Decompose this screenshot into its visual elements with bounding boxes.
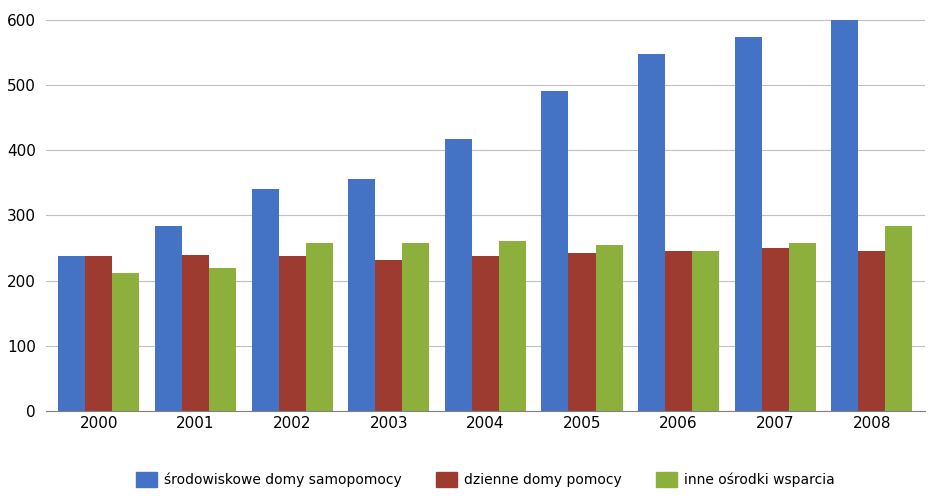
Bar	[499, 241, 526, 411]
Bar	[182, 255, 209, 411]
Bar	[788, 243, 816, 411]
Legend: środowiskowe domy samopomocy, dzienne domy pomocy, inne ośrodki wsparcia: środowiskowe domy samopomocy, dzienne do…	[130, 467, 841, 492]
Bar	[209, 268, 236, 411]
Bar	[252, 189, 279, 411]
Bar	[86, 257, 113, 411]
Bar	[306, 243, 333, 411]
Bar	[569, 253, 596, 411]
Bar	[665, 251, 692, 411]
Bar	[113, 274, 140, 411]
Bar	[734, 37, 761, 411]
Bar	[541, 91, 569, 411]
Bar	[403, 243, 430, 411]
Bar	[596, 245, 623, 411]
Bar	[58, 257, 86, 411]
Bar	[638, 55, 665, 411]
Bar	[831, 20, 858, 411]
Bar	[761, 248, 788, 411]
Bar	[885, 226, 912, 411]
Bar	[376, 260, 403, 411]
Bar	[349, 179, 376, 411]
Bar	[472, 257, 499, 411]
Bar	[279, 257, 306, 411]
Bar	[155, 226, 182, 411]
Bar	[692, 250, 720, 411]
Bar	[445, 139, 472, 411]
Bar	[858, 250, 885, 411]
